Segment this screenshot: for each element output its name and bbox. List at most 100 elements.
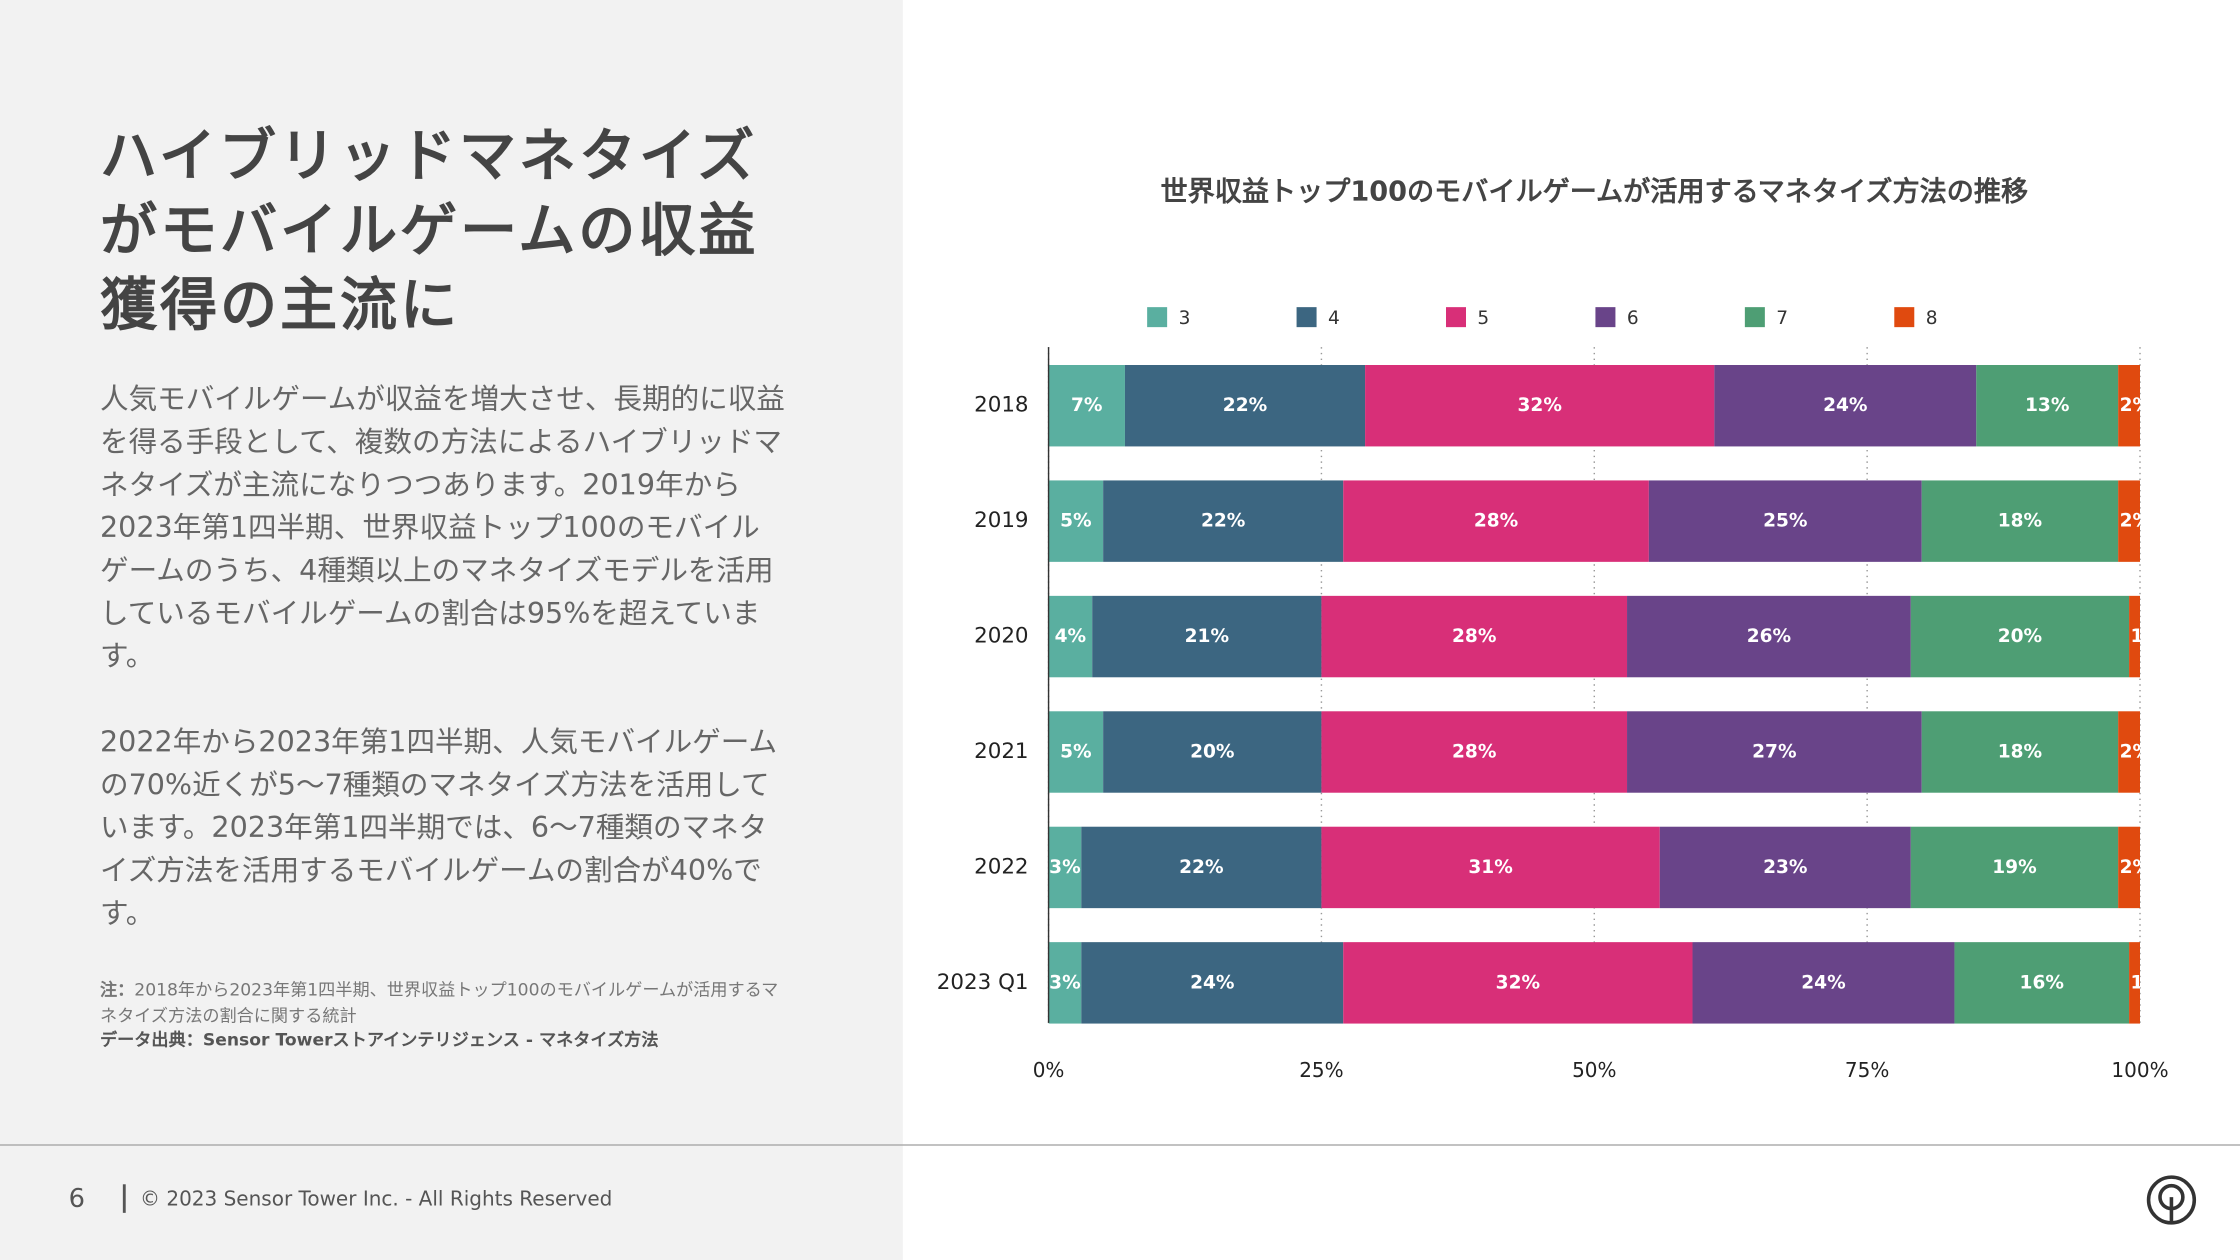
bar-segment — [1321, 826, 1660, 909]
legend-label: 3 — [1179, 308, 1191, 329]
legend-swatch — [1445, 307, 1466, 328]
bar-segment — [1648, 480, 1922, 562]
value-label: 2% — [2120, 857, 2152, 878]
bar-segment — [1124, 364, 1366, 447]
value-label: 19% — [1992, 857, 2037, 878]
legend-label: 7 — [1776, 308, 1788, 329]
x-tick-label: 25% — [1299, 1058, 1343, 1082]
bar-segment — [1081, 942, 1344, 1024]
bar-segment — [1103, 480, 1344, 562]
bar-segment — [1954, 942, 2130, 1024]
bar-segment — [2118, 480, 2140, 562]
value-label: 2% — [2120, 511, 2152, 532]
bar-segment — [1048, 480, 1104, 562]
value-label: 18% — [1998, 511, 2043, 532]
bar-segment — [1103, 711, 1322, 793]
x-tick-label: 75% — [1845, 1058, 1889, 1082]
value-label: 24% — [1801, 972, 1846, 993]
bar-segment — [1976, 364, 2119, 447]
bar-segment — [1321, 711, 1628, 793]
plot-area: 7% 22% 32% 24% 13% 2% 5% 22% 28% 25% 18% 2% 4% 21% 28%… — [1048, 364, 2163, 1024]
logo — [2146, 1175, 2197, 1225]
value-label: 25% — [1763, 511, 1808, 532]
bar-segment — [1048, 595, 1093, 678]
value-label: 28% — [1474, 511, 1519, 532]
value-label: 4% — [1055, 626, 1087, 647]
value-label: 2% — [2120, 395, 2152, 416]
y-tick-label: 2020 — [974, 624, 1028, 649]
legend-label: 8 — [1926, 308, 1938, 329]
legend-swatch — [1296, 307, 1317, 328]
note-label: 注： — [99, 979, 135, 1000]
bar-segment — [1921, 711, 2119, 793]
value-label: 32% — [1496, 972, 1541, 993]
copyright: © 2023 Sensor Tower Inc. - All Rights Re… — [139, 1188, 613, 1212]
bar-segment — [2118, 711, 2140, 793]
legend-label: 6 — [1627, 308, 1639, 329]
bar-segment — [1659, 826, 1911, 909]
x-tick-label: 0% — [1033, 1058, 1065, 1082]
value-label: 20% — [1190, 742, 1235, 763]
y-tick-label: 2018 — [974, 393, 1028, 418]
legend-label: 5 — [1477, 308, 1489, 329]
y-tick-label: 2022 — [974, 854, 1028, 879]
value-label: 32% — [1517, 395, 1562, 416]
value-label: 7% — [1071, 395, 1103, 416]
bar-segment — [1910, 595, 2130, 678]
bar-segment — [1343, 942, 1693, 1024]
value-label: 5% — [1060, 742, 1092, 763]
value-label: 24% — [1823, 395, 1868, 416]
paragraph: 人気モバイルゲームが収益を増大させ、長期的に収益を得る手段として、複数の方法によ… — [99, 381, 785, 673]
x-tick-label: 50% — [1572, 1058, 1616, 1082]
y-tick-label: 2019 — [974, 508, 1028, 533]
paragraph: 2022年から2023年第1四半期、人気モバイルゲームの70%近くが5〜7種類の… — [99, 724, 778, 930]
bar-segment — [1627, 595, 1911, 678]
bar-segment — [1092, 595, 1322, 678]
value-label: 5% — [1060, 511, 1092, 532]
legend-label: 4 — [1328, 308, 1340, 329]
left-panel — [0, 0, 903, 1260]
y-tick-label: 2023 Q1 — [937, 970, 1029, 995]
value-label: 20% — [1998, 626, 2043, 647]
legend-swatch — [1744, 307, 1765, 328]
bar-segment — [1692, 942, 1955, 1024]
separator — [122, 1184, 126, 1213]
chart-title: 世界収益トップ100のモバイルゲームが活用するマネタイズ方法の推移 — [1160, 175, 2028, 207]
bar-segment — [1321, 595, 1628, 678]
slide-title: ハイブリッドマネタイズがモバイルゲームの収益獲得の主流に — [99, 124, 759, 339]
value-label: 1% — [2131, 972, 2163, 993]
bar-segment — [1910, 826, 2119, 909]
legend-swatch — [1595, 307, 1616, 328]
source: データ出典：Sensor Towerストアインテリジェンス - マネタイズ方法 — [99, 1029, 659, 1050]
note-text: 2018年から2023年第1四半期、世界収益トップ100のモバイルゲームが活用す… — [99, 979, 779, 1026]
value-label: 16% — [2020, 972, 2065, 993]
value-label: 13% — [2025, 395, 2070, 416]
bar-segment — [1048, 364, 1125, 447]
divider — [0, 1144, 2240, 1146]
bar-segment — [2129, 595, 2140, 678]
page-number: 6 — [68, 1184, 85, 1215]
bar-segment — [1627, 711, 1922, 793]
bar-segment — [1343, 480, 1649, 562]
bar-segment — [1921, 480, 2119, 562]
x-tick-label: 100% — [2111, 1058, 2168, 1082]
bar-segment — [1048, 942, 1082, 1024]
value-label: 22% — [1179, 857, 1224, 878]
bar-segment — [1714, 364, 1977, 447]
note: 注：2018年から2023年第1四半期、世界収益トップ100のモバイルゲームが活… — [100, 977, 786, 1028]
value-label: 3% — [1049, 857, 1081, 878]
bar-segment — [1048, 711, 1104, 793]
value-label: 23% — [1763, 857, 1808, 878]
bar-segment — [1048, 826, 1082, 909]
value-label: 28% — [1452, 626, 1497, 647]
bar-segment — [1365, 364, 1715, 447]
value-label: 2% — [2120, 742, 2152, 763]
bar-segment — [2118, 364, 2140, 447]
y-tick-label: 2021 — [974, 739, 1028, 764]
value-label: 28% — [1452, 742, 1497, 763]
bar-segment — [2118, 826, 2140, 909]
value-label: 24% — [1190, 972, 1235, 993]
value-label: 21% — [1185, 626, 1230, 647]
